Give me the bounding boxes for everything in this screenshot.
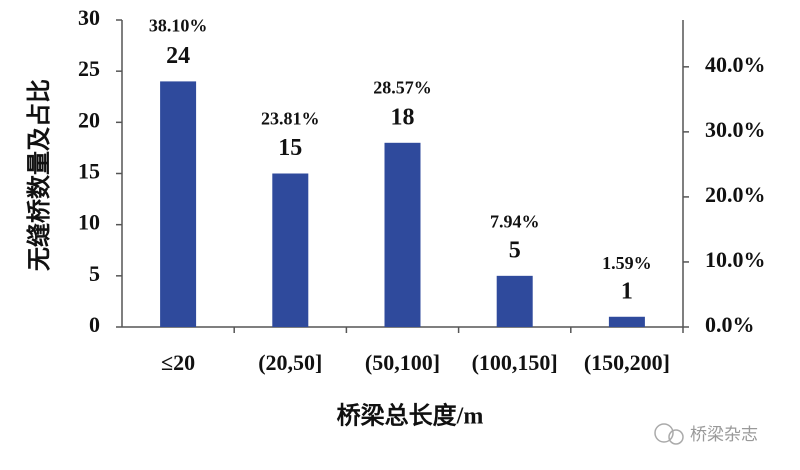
y-tick-label: 25 bbox=[78, 56, 100, 81]
value-label: 18 bbox=[391, 104, 415, 130]
y2-tick-label: 30.0% bbox=[705, 117, 766, 142]
percent-label: 1.59% bbox=[602, 253, 652, 273]
y-tick-label: 20 bbox=[78, 107, 100, 132]
bar bbox=[608, 316, 645, 327]
y-tick-label: 0 bbox=[89, 312, 100, 337]
y2-tick-label: 0.0% bbox=[705, 312, 755, 337]
percent-label: 28.57% bbox=[373, 77, 432, 97]
value-label: 5 bbox=[509, 237, 521, 263]
value-label: 1 bbox=[621, 278, 633, 304]
bar bbox=[384, 142, 421, 327]
y-tick-label: 30 bbox=[78, 5, 100, 30]
x-axis-title: 桥梁总长度/m bbox=[337, 402, 484, 430]
x-tick-label: (150,200] bbox=[584, 350, 670, 375]
percent-label: 7.94% bbox=[490, 211, 540, 231]
value-label: 24 bbox=[166, 43, 190, 69]
y-axis-title: 无缝桥数量及占比 bbox=[25, 79, 53, 271]
y2-tick-label: 40.0% bbox=[705, 52, 766, 77]
y-tick-label: 5 bbox=[89, 261, 100, 286]
watermark-icon bbox=[654, 423, 684, 445]
bar bbox=[272, 173, 309, 327]
bar bbox=[496, 275, 533, 327]
watermark: 桥梁杂志 bbox=[690, 425, 758, 445]
percent-label: 23.81% bbox=[261, 108, 320, 128]
bar bbox=[160, 81, 197, 328]
y-tick-label: 15 bbox=[78, 159, 100, 184]
y2-tick-label: 10.0% bbox=[705, 247, 766, 272]
value-label: 15 bbox=[278, 135, 302, 161]
x-tick-label: (20,50] bbox=[258, 350, 322, 375]
percent-label: 38.10% bbox=[149, 15, 208, 35]
x-tick-label: ≤20 bbox=[161, 350, 195, 375]
y2-tick-label: 20.0% bbox=[705, 182, 766, 207]
x-tick-label: (100,150] bbox=[472, 350, 558, 375]
y-tick-label: 10 bbox=[78, 210, 100, 235]
x-tick-label: (50,100] bbox=[365, 350, 440, 375]
